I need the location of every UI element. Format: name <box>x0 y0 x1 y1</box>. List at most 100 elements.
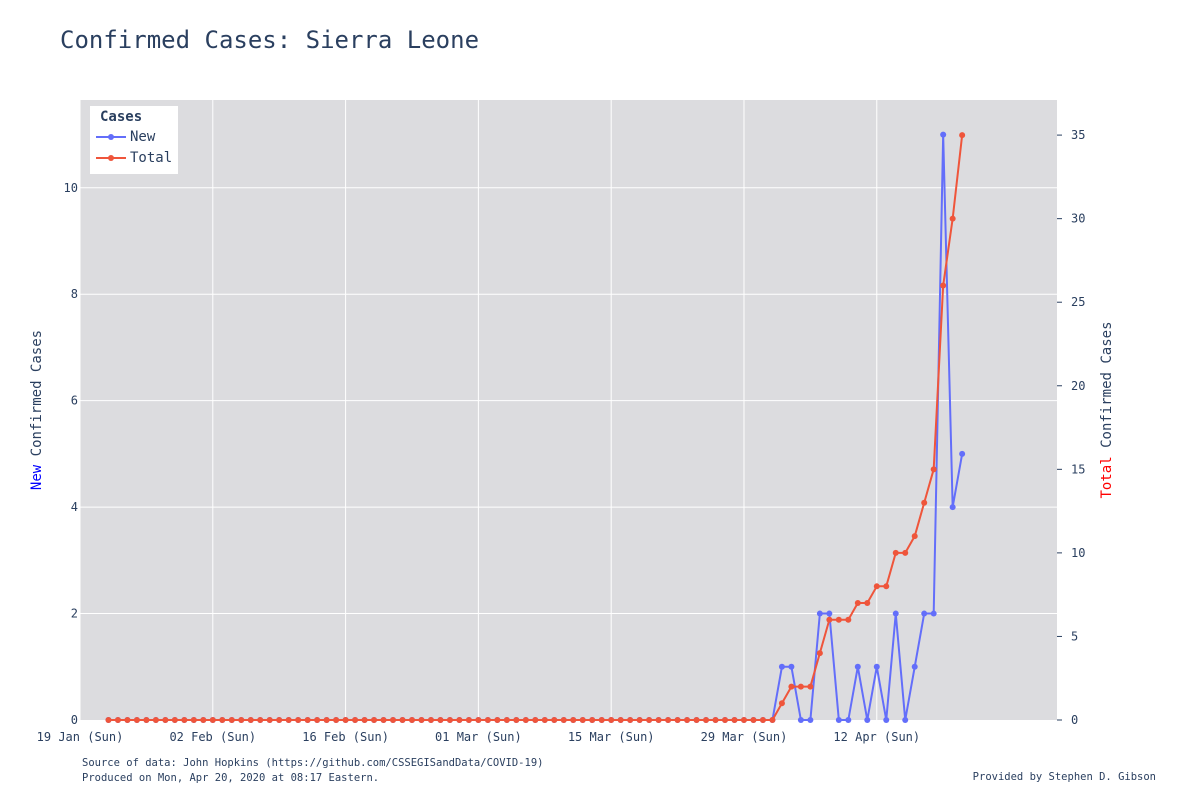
data-point-total <box>105 717 112 723</box>
x-tick-label: 12 Apr (Sun) <box>833 730 920 744</box>
data-point-total <box>532 717 539 723</box>
data-point-total <box>797 683 804 690</box>
data-point-total <box>769 717 776 723</box>
series <box>105 131 966 723</box>
x-tick-label: 15 Mar (Sun) <box>568 730 655 744</box>
data-point-total <box>209 717 216 723</box>
y-left-tick-label: 0 <box>71 713 78 727</box>
data-point-total <box>722 717 729 723</box>
y-left-tick-label: 2 <box>71 607 78 621</box>
data-point-total <box>219 717 226 723</box>
data-point-total <box>864 600 871 607</box>
legend-total-swatch <box>96 155 126 161</box>
data-point-total <box>911 533 918 540</box>
data-point-new <box>873 663 880 670</box>
data-point-new <box>959 450 966 457</box>
data-point-total <box>949 215 956 222</box>
data-point-new <box>826 610 833 617</box>
data-point-total <box>124 717 131 723</box>
data-point-total <box>352 717 359 723</box>
legend-total-label: Total <box>130 150 173 166</box>
data-point-total <box>371 717 378 723</box>
data-point-total <box>845 616 852 623</box>
data-point-new <box>940 131 947 138</box>
data-point-total <box>238 717 245 723</box>
data-point-total <box>200 717 207 723</box>
data-point-total <box>921 499 928 506</box>
y-left-axis-title-rest: Confirmed Cases <box>29 330 45 465</box>
data-point-total <box>940 282 947 289</box>
y-right-tick-label: 5 <box>1071 629 1078 643</box>
data-point-total <box>342 717 349 723</box>
y-right-axis-title-rest: Confirmed Cases <box>1099 321 1115 456</box>
data-point-total <box>333 717 340 723</box>
data-point-total <box>380 717 387 723</box>
data-point-new <box>911 663 918 670</box>
data-point-total <box>665 717 672 723</box>
data-point-total <box>418 717 425 723</box>
data-point-total <box>399 717 406 723</box>
chart-title: Confirmed Cases: Sierra Leone <box>60 26 480 54</box>
data-point-total <box>304 717 311 723</box>
data-point-new <box>921 610 928 617</box>
data-point-new <box>883 717 890 723</box>
footer-produced: Produced on Mon, Apr 20, 2020 at 08:17 E… <box>82 772 380 784</box>
data-point-total <box>892 549 899 556</box>
y-left-tick-label: 10 <box>64 181 78 195</box>
data-point-total <box>228 717 235 723</box>
data-point-new <box>864 717 871 723</box>
data-point-total <box>181 717 188 723</box>
y-right-tick-label: 20 <box>1071 379 1085 393</box>
data-point-total <box>143 717 150 723</box>
data-point-new <box>778 663 785 670</box>
legend-new-swatch <box>96 134 126 140</box>
data-point-total <box>437 717 444 723</box>
data-point-new <box>854 663 861 670</box>
data-point-total <box>390 717 397 723</box>
data-point-total <box>854 600 861 607</box>
y-right-axis-title: Total Confirmed Cases <box>1099 321 1115 498</box>
data-point-total <box>693 717 700 723</box>
legend: Cases New Total <box>90 106 178 174</box>
data-point-total <box>171 717 178 723</box>
data-point-total <box>541 717 548 723</box>
y-right-tick-label: 10 <box>1071 546 1085 560</box>
data-point-total <box>513 717 520 723</box>
data-point-total <box>162 717 169 723</box>
legend-new-label: New <box>130 129 156 145</box>
data-point-total <box>579 717 586 723</box>
data-point-total <box>314 717 321 723</box>
legend-item-total[interactable]: Total <box>96 150 172 166</box>
data-point-total <box>190 717 197 723</box>
data-point-total <box>807 683 814 690</box>
data-point-total <box>152 717 159 723</box>
y-right-tick-label: 15 <box>1071 462 1085 476</box>
data-point-total <box>883 583 890 590</box>
axes: 0 2 4 6 8 10 0 5 10 15 20 25 30 35 19 Jan (Sun) 02 Feb … <box>37 128 1086 744</box>
data-point-total <box>712 717 719 723</box>
data-point-total <box>655 717 662 723</box>
data-point-total <box>816 650 823 657</box>
data-point-total <box>703 717 710 723</box>
data-point-total <box>522 717 529 723</box>
data-point-total <box>646 717 653 723</box>
data-point-total <box>456 717 463 723</box>
data-point-total <box>778 700 785 707</box>
y-right-axis-title-highlight: Total <box>1099 456 1115 498</box>
data-point-total <box>551 717 558 723</box>
footer-left: Source of data: John Hopkins (https://gi… <box>82 756 543 786</box>
data-point-total <box>361 717 368 723</box>
data-point-total <box>133 717 140 723</box>
legend-item-new[interactable]: New <box>96 129 155 145</box>
data-point-total <box>266 717 273 723</box>
data-point-total <box>608 717 615 723</box>
data-point-total <box>598 717 605 723</box>
data-point-total <box>446 717 453 723</box>
y-right-tick-label: 35 <box>1071 128 1085 142</box>
data-point-total <box>465 717 472 723</box>
data-point-new <box>807 717 814 723</box>
data-point-new <box>845 717 852 723</box>
data-point-new <box>835 717 842 723</box>
data-point-total <box>902 549 909 556</box>
data-point-total <box>494 717 501 723</box>
